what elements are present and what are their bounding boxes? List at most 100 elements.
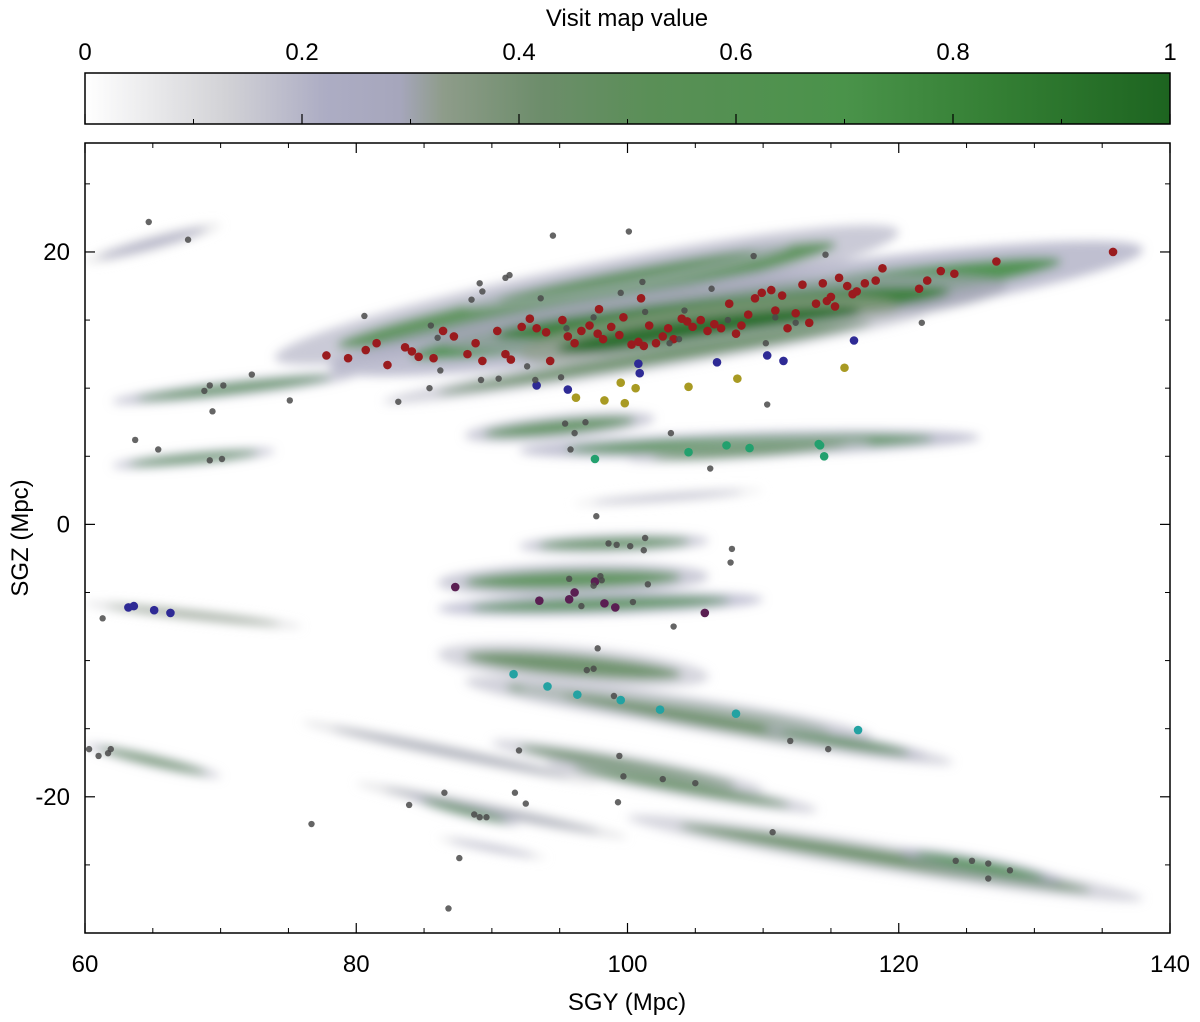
data-point xyxy=(918,319,926,326)
data-point xyxy=(818,278,828,288)
data-point xyxy=(811,299,821,309)
data-point xyxy=(763,401,771,408)
data-point xyxy=(708,285,715,292)
data-point xyxy=(95,752,102,760)
visit-streak-core xyxy=(592,490,745,504)
data-point xyxy=(620,398,630,408)
data-point xyxy=(593,329,602,338)
data-point xyxy=(535,596,544,605)
data-point xyxy=(511,789,519,796)
visit-streak-core xyxy=(98,747,208,774)
data-point xyxy=(830,302,840,311)
data-point xyxy=(610,603,620,612)
data-point xyxy=(745,443,754,453)
data-point xyxy=(992,257,1001,266)
colorbar-tick-label: 0.4 xyxy=(502,39,535,66)
data-point xyxy=(641,534,649,542)
data-point xyxy=(573,690,582,699)
data-point xyxy=(532,381,541,390)
x-tick-label: 140 xyxy=(1150,951,1190,978)
data-point xyxy=(605,540,612,547)
colorbar-title: Visit map value xyxy=(546,5,708,32)
data-point xyxy=(620,773,627,780)
data-point xyxy=(692,779,699,787)
data-point xyxy=(635,368,645,378)
data-point xyxy=(456,854,463,862)
data-point xyxy=(571,393,581,403)
data-point xyxy=(651,338,661,348)
colorbar xyxy=(84,72,1171,125)
data-point xyxy=(145,218,152,226)
data-point xyxy=(532,376,539,384)
data-point xyxy=(826,292,836,302)
data-point xyxy=(558,315,567,325)
data-point xyxy=(523,363,531,370)
data-point xyxy=(220,382,227,389)
data-point xyxy=(129,601,139,611)
data-point xyxy=(614,799,622,806)
data-point xyxy=(450,582,460,592)
data-point xyxy=(594,304,604,314)
data-point xyxy=(478,356,487,366)
data-point xyxy=(248,371,256,378)
data-point xyxy=(506,271,513,279)
data-point xyxy=(682,317,692,326)
data-point xyxy=(659,775,666,783)
data-point xyxy=(878,264,887,273)
data-point xyxy=(819,451,829,461)
data-point xyxy=(728,545,736,553)
data-point xyxy=(437,367,444,374)
data-point xyxy=(707,465,714,472)
y-tick-label: 0 xyxy=(57,511,70,538)
data-point xyxy=(834,273,844,283)
data-point xyxy=(757,288,767,298)
data-point xyxy=(787,737,794,745)
y-tick-label: -20 xyxy=(35,784,70,811)
data-point xyxy=(206,382,213,389)
data-point xyxy=(639,278,646,286)
data-point xyxy=(593,513,600,520)
data-point xyxy=(407,347,417,356)
data-point xyxy=(434,334,441,341)
data-point xyxy=(658,332,668,341)
data-point xyxy=(582,419,589,426)
data-point xyxy=(771,306,780,315)
colorbar-tick-label: 0.8 xyxy=(936,39,969,66)
data-point xyxy=(750,293,760,303)
data-point xyxy=(570,588,579,597)
data-point xyxy=(85,745,93,753)
data-point xyxy=(590,665,597,672)
data-point xyxy=(619,313,628,322)
data-point xyxy=(598,334,608,344)
data-point xyxy=(571,429,578,437)
data-point xyxy=(629,598,637,606)
data-point xyxy=(515,747,523,754)
data-point xyxy=(871,276,880,285)
data-point xyxy=(804,318,814,328)
visit-streak-core xyxy=(518,746,737,787)
data-point xyxy=(471,338,480,348)
data-point xyxy=(441,789,448,796)
data-point xyxy=(308,820,315,828)
data-point xyxy=(131,436,139,444)
visit-streak-core xyxy=(383,788,601,833)
data-point xyxy=(463,349,472,359)
data-point xyxy=(400,343,410,352)
visit-streak-core xyxy=(679,824,1092,892)
visit-streak-core xyxy=(331,727,571,778)
data-point xyxy=(631,383,640,393)
data-point xyxy=(696,315,706,325)
data-point xyxy=(361,345,371,355)
data-point xyxy=(155,446,162,453)
data-point xyxy=(541,328,551,337)
data-point xyxy=(590,314,597,321)
data-point xyxy=(414,352,423,362)
data-point xyxy=(495,375,502,382)
colorbar-tick-label: 0 xyxy=(78,39,91,66)
data-point xyxy=(184,236,192,243)
colorbar-tick-label: 0.2 xyxy=(285,39,318,66)
data-point xyxy=(383,360,392,370)
data-point xyxy=(675,335,683,343)
data-point xyxy=(670,623,677,630)
